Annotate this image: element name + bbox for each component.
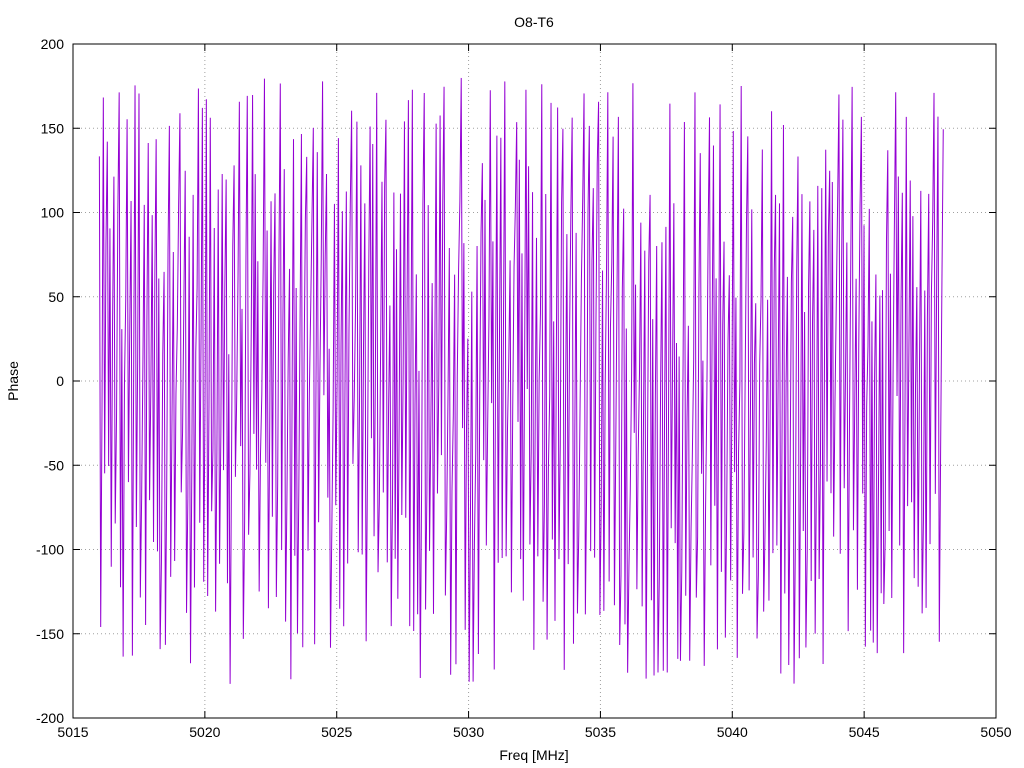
y-axis: -200 -150 -100 -50 0 50 100 150 200 [36, 36, 996, 726]
y-tick-label: -150 [36, 626, 64, 642]
x-tick-label: 5050 [980, 724, 1011, 740]
x-tick-label: 5020 [189, 724, 220, 740]
x-tick-label: 5030 [453, 724, 484, 740]
chart-title: O8-T6 [514, 14, 554, 30]
y-tick-label: 150 [41, 120, 65, 136]
y-tick-label: 0 [56, 373, 64, 389]
x-tick-label: 5035 [585, 724, 616, 740]
y-tick-label: 100 [41, 205, 65, 221]
x-tick-label: 5040 [717, 724, 748, 740]
x-axis: 5015 5020 5025 5030 5035 5040 5045 5050 [57, 44, 1012, 740]
y-tick-label: 50 [48, 289, 64, 305]
x-tick-label: 5015 [57, 724, 88, 740]
plot-area [98, 77, 944, 684]
y-tick-label: -50 [44, 457, 64, 473]
x-tick-label: 5045 [849, 724, 880, 740]
phase-series-line [98, 77, 944, 684]
y-axis-label: Phase [5, 361, 21, 401]
y-tick-label: -100 [36, 542, 64, 558]
x-axis-label: Freq [MHz] [499, 747, 568, 763]
y-tick-label: -200 [36, 710, 64, 726]
x-tick-label: 5025 [321, 724, 352, 740]
y-tick-label: 200 [41, 36, 65, 52]
